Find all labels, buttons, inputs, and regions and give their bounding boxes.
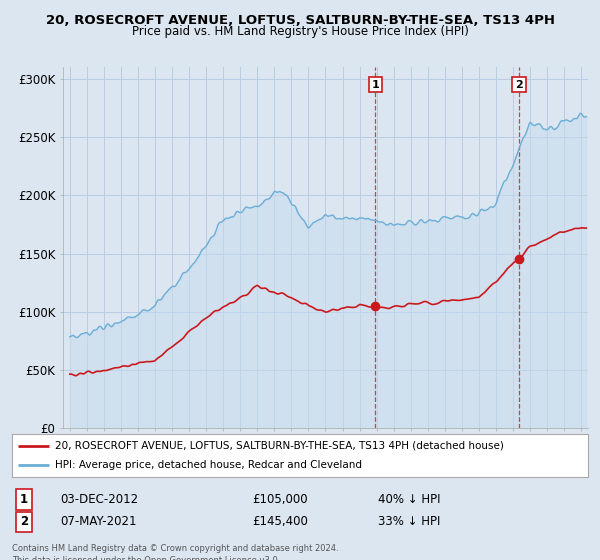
Text: 40% ↓ HPI: 40% ↓ HPI — [378, 493, 440, 506]
Text: Price paid vs. HM Land Registry's House Price Index (HPI): Price paid vs. HM Land Registry's House … — [131, 25, 469, 38]
Text: 20, ROSECROFT AVENUE, LOFTUS, SALTBURN-BY-THE-SEA, TS13 4PH (detached house): 20, ROSECROFT AVENUE, LOFTUS, SALTBURN-B… — [55, 441, 504, 451]
Text: £145,400: £145,400 — [252, 515, 308, 529]
Text: 2: 2 — [515, 80, 523, 90]
Text: 33% ↓ HPI: 33% ↓ HPI — [378, 515, 440, 529]
Text: Contains HM Land Registry data © Crown copyright and database right 2024.
This d: Contains HM Land Registry data © Crown c… — [12, 544, 338, 560]
Text: £105,000: £105,000 — [252, 493, 308, 506]
Text: HPI: Average price, detached house, Redcar and Cleveland: HPI: Average price, detached house, Redc… — [55, 460, 362, 470]
Text: 1: 1 — [20, 493, 28, 506]
Text: 20, ROSECROFT AVENUE, LOFTUS, SALTBURN-BY-THE-SEA, TS13 4PH: 20, ROSECROFT AVENUE, LOFTUS, SALTBURN-B… — [46, 14, 554, 27]
Text: 07-MAY-2021: 07-MAY-2021 — [60, 515, 137, 529]
Text: 1: 1 — [371, 80, 379, 90]
Text: 2: 2 — [20, 515, 28, 529]
Text: 03-DEC-2012: 03-DEC-2012 — [60, 493, 138, 506]
